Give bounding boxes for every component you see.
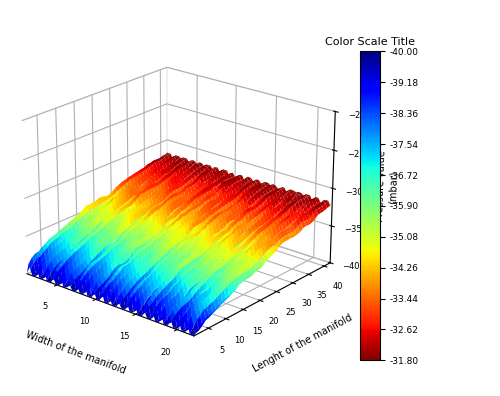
X-axis label: Width of the manifold: Width of the manifold	[24, 329, 127, 375]
Title: Color Scale Title: Color Scale Title	[325, 36, 415, 47]
Y-axis label: Lenght of the manifold: Lenght of the manifold	[251, 312, 354, 374]
